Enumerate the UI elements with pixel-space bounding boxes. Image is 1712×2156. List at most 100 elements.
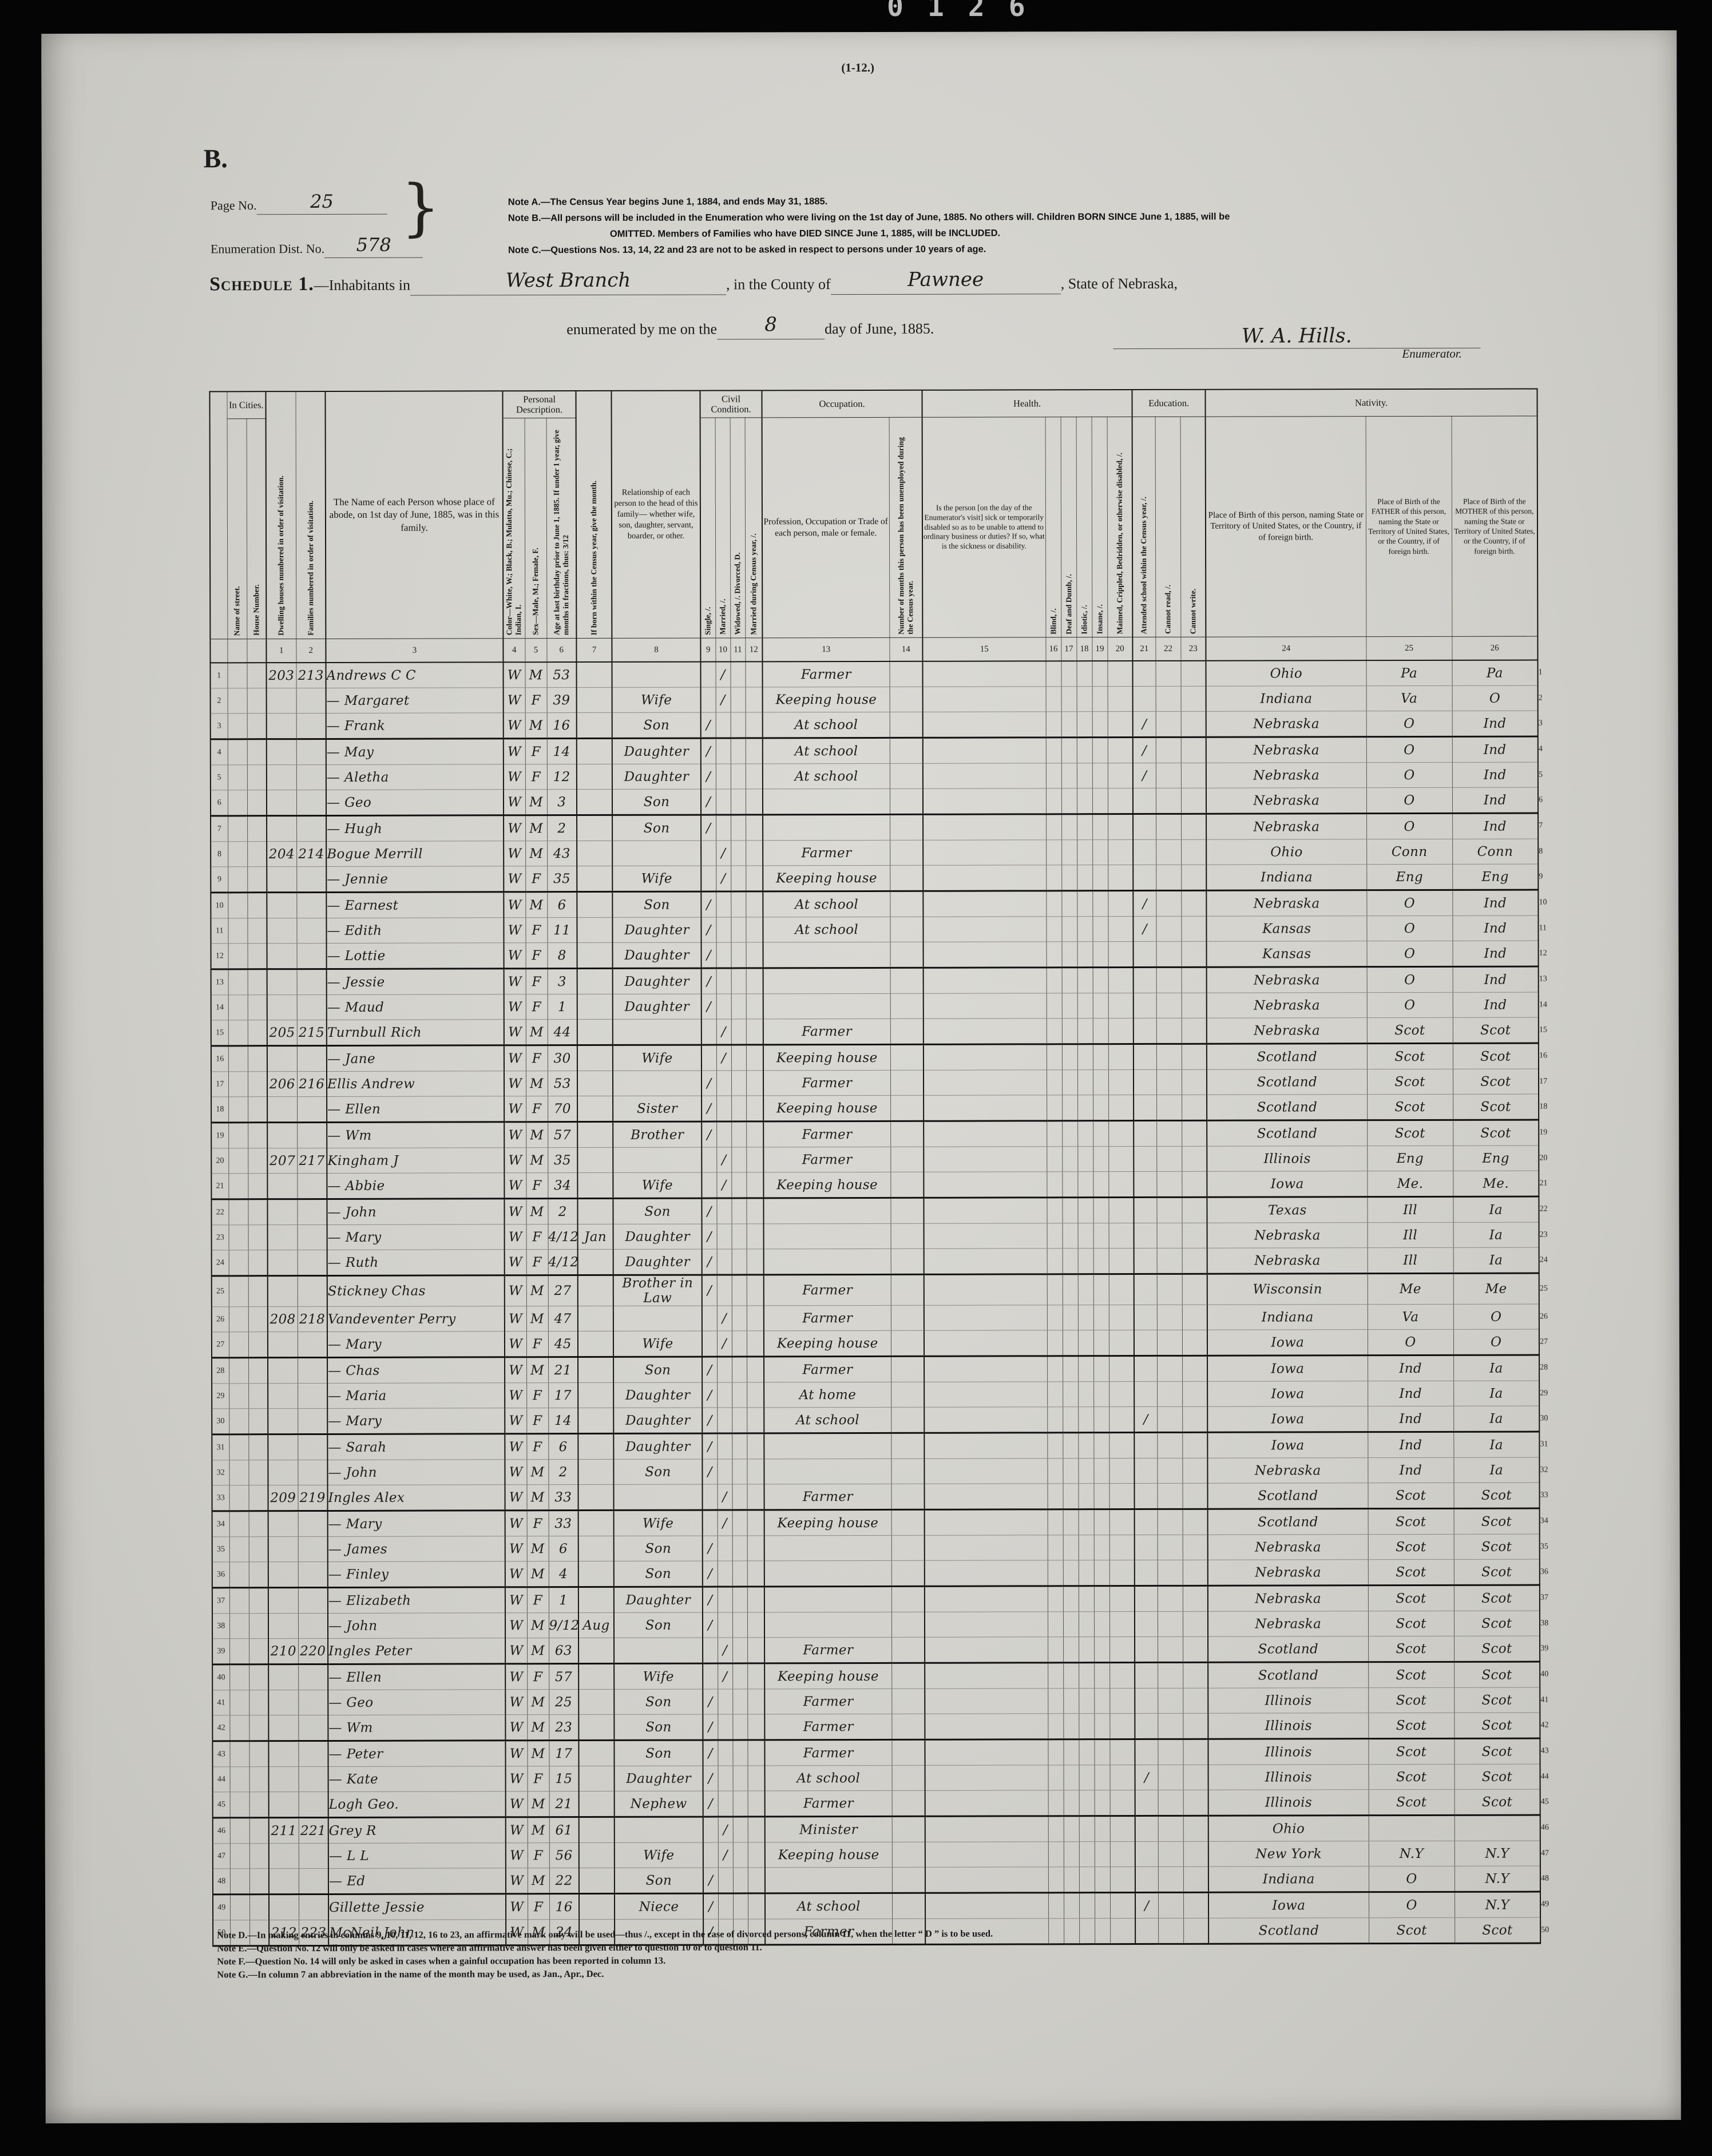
- father-birthplace-entry: N.Y: [1368, 1841, 1455, 1866]
- father-birthplace-entry: Scot: [1368, 1764, 1455, 1790]
- sex-entry: F: [526, 1249, 548, 1275]
- relationship-entry: [612, 661, 701, 688]
- cannot-write-mark: [1182, 1509, 1208, 1535]
- widowed-mark: [731, 1274, 747, 1306]
- col-header-cannot-write-text: Cannot write.: [1188, 588, 1198, 634]
- idiotic-mark: [1077, 993, 1093, 1018]
- column-number: 21: [1132, 637, 1156, 661]
- age-entry: 53: [546, 662, 577, 688]
- deaf-dumb-mark: [1063, 1406, 1079, 1433]
- sex-entry: M: [527, 1689, 549, 1715]
- widowed-mark: [731, 814, 746, 841]
- blind-mark: [1048, 1739, 1064, 1765]
- age-entry: 1: [548, 1587, 578, 1613]
- person-name: — Ed: [328, 1868, 506, 1895]
- sex-entry: F: [525, 917, 548, 943]
- column-number: 3: [326, 638, 504, 663]
- color-entry: W: [505, 1817, 528, 1843]
- dwelling-number-entry: 206: [267, 1071, 298, 1097]
- family-number-entry: [296, 688, 326, 714]
- dwelling-number-entry: [268, 1868, 299, 1895]
- idiotic-mark: [1077, 1330, 1094, 1356]
- group-personal-description: Personal Description.: [502, 391, 576, 418]
- birth-month-entry: [577, 815, 613, 841]
- father-birthplace-entry: Conn: [1366, 839, 1453, 865]
- blind-mark: [1047, 1223, 1063, 1249]
- deaf-dumb-mark: [1061, 814, 1077, 840]
- married-mark: [716, 891, 731, 918]
- widowed-mark: [732, 1637, 748, 1663]
- deaf-dumb-mark: [1063, 1381, 1079, 1407]
- birthplace-entry: Iowa: [1208, 1892, 1369, 1919]
- cannot-read-mark: [1156, 916, 1182, 942]
- relationship-entry: [614, 1638, 703, 1664]
- street-name-entry: [229, 1638, 249, 1664]
- maimed-mark: [1108, 1171, 1134, 1198]
- age-entry: 1: [547, 994, 577, 1020]
- insane-mark: [1092, 711, 1108, 738]
- person-name: — Geo: [326, 789, 504, 816]
- maimed-mark: [1109, 1739, 1135, 1765]
- father-birthplace-entry: Scot: [1366, 1017, 1453, 1044]
- col-header-married-census-year-text: Married during Census year, /.: [748, 533, 758, 635]
- birthplace-entry: Kansas: [1206, 915, 1367, 942]
- father-birthplace-entry: Scot: [1367, 1120, 1453, 1146]
- dwelling-number-entry: 205: [267, 1020, 297, 1046]
- sex-entry: F: [527, 1893, 550, 1920]
- insane-mark: [1093, 1509, 1109, 1535]
- sickness-entry: [925, 1892, 1049, 1919]
- person-row: 32— John W M 2 Son / Nebraska Ind Ia 32: [212, 1457, 1562, 1485]
- sex-entry: M: [526, 1459, 549, 1485]
- dwelling-number-entry: [268, 1357, 298, 1384]
- person-name: Ellis Andrew: [326, 1071, 505, 1097]
- dwelling-number-entry: [267, 1331, 298, 1358]
- row-number-left: 37: [212, 1587, 229, 1614]
- person-row: 16— Jane W F 30 Wife / Keeping house Scotland Sc…: [211, 1043, 1562, 1072]
- family-number-entry: [297, 1331, 328, 1358]
- cannot-read-mark: [1158, 1713, 1183, 1739]
- cannot-read-mark: [1156, 1120, 1182, 1147]
- widowed-mark: [732, 1509, 747, 1536]
- cannot-read-mark: [1156, 1044, 1182, 1070]
- cannot-write-mark: [1180, 763, 1207, 788]
- married-mark: [715, 712, 731, 739]
- cannot-read-mark: [1156, 788, 1182, 814]
- married-mark: [718, 1689, 733, 1715]
- relationship-entry: Wife: [614, 1842, 703, 1868]
- attended-school-mark: /: [1132, 763, 1156, 788]
- widowed-mark: [731, 891, 746, 917]
- cannot-read-mark: [1158, 1841, 1183, 1867]
- street-name-entry: [229, 1690, 249, 1715]
- occupation-entry: At school: [763, 891, 890, 917]
- sickness-entry: [924, 1223, 1047, 1249]
- attended-school-mark: [1134, 1509, 1158, 1535]
- married-mark: /: [716, 1305, 732, 1331]
- attended-school-mark: [1134, 1069, 1157, 1095]
- row-number-right: 11: [1539, 923, 1547, 933]
- row-number-right: 36: [1540, 1567, 1548, 1576]
- dwelling-number-entry: [267, 994, 297, 1020]
- dwelling-number-entry: [268, 1690, 299, 1715]
- deaf-dumb-mark: [1063, 1356, 1079, 1382]
- single-mark: /: [702, 1536, 718, 1561]
- group-occupation: Occupation.: [762, 390, 922, 418]
- sickness-entry: [924, 1095, 1047, 1121]
- sickness-entry: [924, 1146, 1047, 1172]
- months-unemployed-entry: [891, 1535, 925, 1561]
- widowed-mark: [731, 1198, 747, 1224]
- birth-month-entry: [578, 1587, 614, 1613]
- idiotic-mark: [1077, 1044, 1093, 1070]
- sickness-entry: [924, 1406, 1048, 1433]
- person-row: 35— James W M 6 Son / Nebraska Scot Scot 35: [212, 1534, 1563, 1562]
- blind-mark: [1045, 686, 1061, 712]
- idiotic-mark: [1079, 1713, 1095, 1739]
- cannot-read-mark: [1156, 1171, 1182, 1198]
- married-census-year-mark: [747, 1689, 765, 1714]
- father-birthplace-entry: O: [1369, 1892, 1455, 1918]
- cannot-write-mark: [1181, 839, 1207, 865]
- group-education: Education.: [1132, 389, 1206, 417]
- insane-mark: [1093, 1611, 1110, 1637]
- row-number-left: 26: [211, 1306, 229, 1332]
- idiotic-mark: [1077, 1197, 1093, 1223]
- attended-school-mark: [1135, 1611, 1158, 1637]
